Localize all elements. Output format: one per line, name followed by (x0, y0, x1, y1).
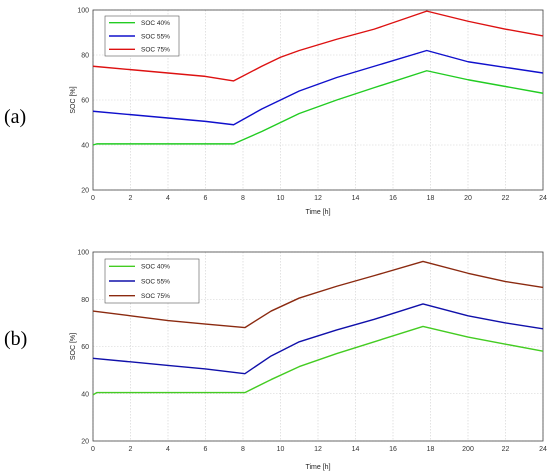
x-tick-label: 6 (204, 195, 208, 202)
x-axis-label: Time [h] (305, 209, 330, 216)
series-line-1 (92, 70, 544, 146)
legend-label-2: SOC 55% (141, 33, 170, 40)
x-tick-label: 24 (539, 195, 547, 202)
axes-frame (92, 9, 544, 191)
x-tick-label: 10 (277, 195, 285, 202)
legend-label-1: SOC 40% (141, 264, 170, 271)
x-tick-label: 200 (462, 446, 474, 453)
x-tick-label: 14 (352, 446, 360, 453)
legend-label-2: SOC 55% (141, 278, 170, 285)
x-tick-label: 20 (464, 195, 472, 202)
x-tick-label: 4 (166, 446, 170, 453)
x-tick-label: 2 (129, 195, 133, 202)
x-tick-label: 18 (427, 446, 435, 453)
axes-frame (92, 251, 544, 442)
x-tick-label: 10 (277, 446, 285, 453)
x-tick-label: 8 (241, 446, 245, 453)
x-tick-label: 22 (502, 446, 510, 453)
x-tick-label: 16 (389, 195, 397, 202)
y-tick-label: 80 (81, 297, 89, 304)
y-axis-label: SOC [%] (70, 86, 77, 113)
series-line-1 (92, 325, 544, 396)
x-tick-label: 12 (314, 195, 322, 202)
legend-label-1: SOC 40% (141, 20, 170, 27)
x-tick-label: 18 (427, 195, 435, 202)
y-tick-label: 20 (81, 439, 89, 446)
x-tick-label: 0 (91, 195, 95, 202)
x-tick-label: 14 (352, 195, 360, 202)
y-tick-label: 100 (77, 250, 89, 257)
legend-label-3: SOC 75% (141, 47, 170, 54)
panel-label-b: (b) (4, 328, 28, 350)
y-tick-label: 100 (77, 8, 89, 15)
series-line-2 (92, 49, 544, 126)
x-tick-label: 16 (389, 446, 397, 453)
legend-label-3: SOC 75% (141, 293, 170, 300)
series-line-3 (92, 10, 544, 82)
y-tick-label: 60 (81, 98, 89, 105)
x-tick-label: 12 (314, 446, 322, 453)
y-tick-label: 80 (81, 53, 89, 60)
y-axis-label: SOC [%] (70, 333, 77, 360)
x-tick-label: 22 (502, 195, 510, 202)
x-tick-label: 0 (91, 446, 95, 453)
series-line-3 (92, 260, 544, 329)
x-tick-label: 2 (129, 446, 133, 453)
y-tick-label: 40 (81, 143, 89, 150)
x-tick-label: 8 (241, 195, 245, 202)
x-axis-label: Time [h] (305, 464, 330, 471)
y-tick-label: 40 (81, 391, 89, 398)
series-line-2 (92, 303, 544, 375)
y-tick-label: 20 (81, 188, 89, 195)
y-tick-label: 60 (81, 344, 89, 351)
x-tick-label: 6 (204, 446, 208, 453)
x-tick-label: 4 (166, 195, 170, 202)
panel-label-a: (a) (4, 106, 27, 128)
x-tick-label: 24 (539, 446, 547, 453)
